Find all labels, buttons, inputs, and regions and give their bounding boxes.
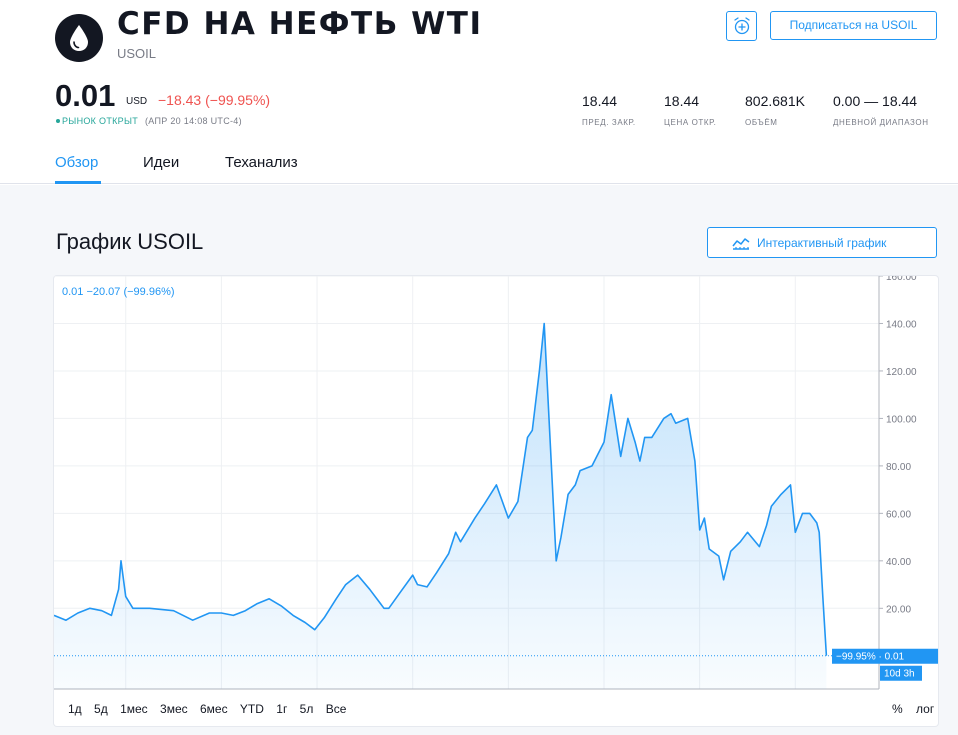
- stat-label: ДНЕВНОЙ ДИАПАЗОН: [833, 118, 929, 127]
- add-alert-button[interactable]: [726, 11, 757, 41]
- price-chart[interactable]: 160.00 140.00 120.00 100.00 80.00 60.00 40.00 2…: [54, 276, 938, 696]
- y-tick-label: 60.00: [886, 509, 911, 520]
- stat-label: ЦЕНА ОТКР.: [664, 118, 717, 127]
- percent-scale-toggle[interactable]: %: [892, 702, 903, 716]
- active-tab-indicator: [55, 181, 101, 184]
- series-line: [54, 322, 828, 656]
- range-5y[interactable]: 5л: [299, 702, 314, 716]
- range-1m[interactable]: 1мес: [120, 702, 148, 716]
- y-tick-label: 120.00: [886, 367, 917, 378]
- range-3m[interactable]: 3мес: [160, 702, 188, 716]
- last-price: 0.01: [55, 78, 116, 113]
- stat-open: 18.44 ЦЕНА ОТКР.: [664, 93, 716, 127]
- market-time: (АПР 20 14:08 UTC-4): [145, 116, 242, 126]
- scale-options: % лог: [882, 702, 934, 716]
- range-5d[interactable]: 5д: [94, 702, 108, 716]
- oil-drop-icon: [55, 14, 103, 62]
- stat-value: 802.681K: [745, 93, 805, 109]
- price-currency: USD: [126, 96, 148, 107]
- x-tick-label: 1995: [210, 695, 233, 696]
- x-tick-label: 1999: [306, 695, 329, 696]
- stat-label: ПРЕД. ЗАКР.: [582, 118, 636, 127]
- last-price-label: −99.95% · 0.01: [836, 652, 905, 663]
- y-tick-label: 20.00: [886, 604, 911, 615]
- countdown-badge: [880, 665, 922, 681]
- chart-legend: 0.01 −20.07 (−99.96%): [62, 286, 175, 298]
- tab-ideas[interactable]: Идеи: [143, 154, 180, 171]
- market-status: РЫНОК ОТКРЫТ: [62, 116, 139, 126]
- price-change: −18.43 (−99.95%): [158, 92, 271, 108]
- y-tick-label: 160.00: [886, 276, 917, 283]
- chart-card: 160.00 140.00 120.00 100.00 80.00 60.00 40.00 2…: [54, 276, 938, 726]
- stat-value: 0.00 — 18.44: [833, 93, 918, 109]
- tab-technicals[interactable]: Теханализ: [225, 154, 298, 171]
- x-tick-label: 2003: [402, 695, 425, 696]
- subscribe-button[interactable]: Подписаться на USOIL: [770, 11, 937, 40]
- stat-prev-close: 18.44 ПРЕД. ЗАКР.: [582, 93, 636, 127]
- symbol-ticker: USOIL: [117, 46, 157, 61]
- tab-overview[interactable]: Обзор: [55, 154, 99, 171]
- interactive-chart-button[interactable]: Интерактивный график: [707, 227, 937, 258]
- x-tick-label: 1991: [115, 695, 138, 696]
- range-1y[interactable]: 1г: [276, 702, 288, 716]
- last-price-badge: [832, 648, 938, 664]
- countdown-label: 10d 3h: [884, 669, 915, 680]
- stat-value: 18.44: [582, 93, 618, 109]
- x-tick-label: 2007: [497, 695, 520, 696]
- stat-volume: 802.681K ОБЪЁМ: [745, 93, 805, 127]
- series-area: [54, 323, 827, 689]
- alarm-clock-plus-icon: [734, 17, 750, 35]
- stat-value: 18.44: [664, 93, 700, 109]
- symbol-header: CFD НА НЕФТЬ WTI USOIL Подписаться на US…: [0, 0, 958, 184]
- x-tick-label: 2015: [689, 695, 712, 696]
- y-tick-label: 140.00: [886, 319, 917, 330]
- symbol-title: CFD НА НЕФТЬ WTI: [117, 6, 483, 42]
- log-scale-toggle[interactable]: лог: [916, 702, 935, 716]
- y-tick-label: 40.00: [886, 557, 911, 568]
- chart-section-title: График USOIL: [56, 229, 204, 254]
- market-status-dot: [56, 119, 60, 123]
- x-tick-label: 2011: [593, 695, 615, 696]
- range-1d[interactable]: 1д: [68, 702, 82, 716]
- stat-label: ОБЪЁМ: [745, 118, 778, 127]
- range-all[interactable]: Все: [325, 702, 347, 716]
- range-selector: 1д 5д 1мес 3мес 6мес YTD 1г 5л Все: [68, 702, 355, 716]
- interactive-chart-label: Интерактивный график: [757, 236, 887, 250]
- chart-line-icon: [732, 238, 750, 250]
- y-tick-label: 80.00: [886, 462, 911, 473]
- stat-day-range: 0.00 — 18.44 ДНЕВНОЙ ДИАПАЗОН: [833, 93, 929, 127]
- range-6m[interactable]: 6мес: [199, 702, 228, 716]
- range-ytd[interactable]: YTD: [239, 702, 264, 716]
- x-tick-label: 2019: [784, 695, 807, 696]
- y-tick-label: 100.00: [886, 414, 917, 425]
